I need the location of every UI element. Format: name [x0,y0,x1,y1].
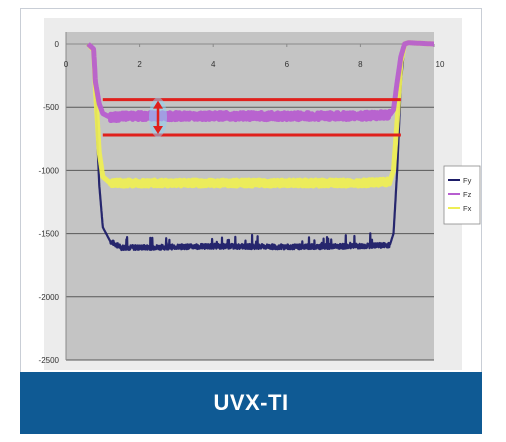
legend-label-fz: Fz [463,190,472,199]
plot-area [66,32,434,360]
annotations [102,97,401,138]
legend-label-fy: Fy [463,176,472,185]
series-fy-line [87,41,435,252]
x-tick-label: 0 [64,60,69,69]
series-fx-line [85,40,437,189]
y-tick-label: -500 [43,103,60,112]
series-fz-line [85,40,437,123]
caption-banner: UVX-TI [20,372,482,434]
y-tick-label: -1500 [39,230,60,239]
x-tick-label: 6 [285,60,290,69]
y-tick-label: -2500 [39,356,60,365]
x-tick-label: 8 [358,60,363,69]
series-lines [85,40,437,252]
x-tick-label: 10 [436,60,445,69]
x-tick-label: 4 [211,60,216,69]
caption-text: UVX-TI [213,390,289,415]
y-tick-label: -2000 [39,293,60,302]
legend: Fy Fz Fx [443,165,481,225]
y-tick-label: 0 [55,40,60,49]
arrow-head-up [153,100,163,109]
arrow-head-down [153,126,163,135]
y-tick-label: -1000 [39,166,60,175]
gridlines [65,32,434,361]
x-tick-label: 2 [137,60,142,69]
legend-label-fx: Fx [463,204,472,213]
y-tick-labels: 0 -500 -1000 -1500 -2000 -2500 [39,40,60,365]
